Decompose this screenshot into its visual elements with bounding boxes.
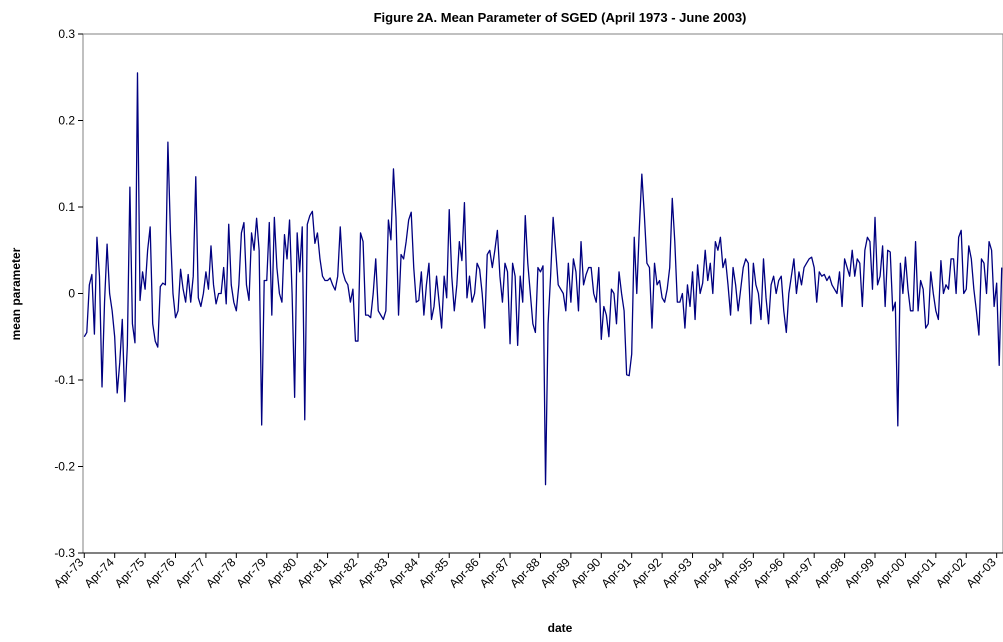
x-tick-label: Apr-02 bbox=[933, 555, 969, 591]
x-tick-label: Apr-01 bbox=[903, 555, 939, 591]
x-tick-label: Apr-73 bbox=[51, 555, 87, 591]
x-tick-label: Apr-88 bbox=[507, 555, 543, 591]
x-tick-label: Apr-74 bbox=[81, 555, 117, 591]
x-tick-label: Apr-83 bbox=[355, 555, 391, 591]
x-tick-label: Apr-80 bbox=[264, 555, 300, 591]
x-tick-label: Apr-84 bbox=[386, 555, 422, 591]
x-tick-label: Apr-00 bbox=[872, 555, 908, 591]
x-tick-label: Apr-78 bbox=[203, 555, 239, 591]
x-tick-label: Apr-79 bbox=[233, 555, 269, 591]
x-tick-label: Apr-97 bbox=[781, 555, 817, 591]
x-tick-label: Apr-86 bbox=[446, 555, 482, 591]
x-tick-label: Apr-94 bbox=[690, 555, 726, 591]
x-tick-label: Apr-85 bbox=[416, 555, 452, 591]
x-tick-label: Apr-75 bbox=[112, 555, 148, 591]
x-tick-label: Apr-98 bbox=[811, 555, 847, 591]
x-tick-label: Apr-76 bbox=[142, 555, 178, 591]
y-tick-label: -0.1 bbox=[54, 373, 75, 387]
x-tick-label: Apr-93 bbox=[659, 555, 695, 591]
x-tick-label: Apr-87 bbox=[477, 555, 513, 591]
x-tick-label: Apr-89 bbox=[538, 555, 574, 591]
x-tick-label: Apr-96 bbox=[751, 555, 787, 591]
x-tick-label: Apr-92 bbox=[629, 555, 665, 591]
x-tick-label: Apr-99 bbox=[842, 555, 878, 591]
y-tick-label: 0 bbox=[68, 287, 75, 301]
x-tick-label: Apr-77 bbox=[173, 555, 209, 591]
y-tick-label: 0.3 bbox=[58, 27, 75, 41]
chart-title: Figure 2A. Mean Parameter of SGED (April… bbox=[374, 10, 747, 25]
y-axis-title: mean parameter bbox=[9, 247, 23, 340]
y-tick-label: -0.3 bbox=[54, 546, 75, 560]
data-line bbox=[83, 72, 1003, 486]
x-tick-label: Apr-91 bbox=[598, 555, 634, 591]
x-tick-label: Apr-03 bbox=[963, 555, 999, 591]
x-axis-title: date bbox=[548, 621, 573, 635]
x-tick-label: Apr-81 bbox=[294, 555, 330, 591]
x-tick-label: Apr-82 bbox=[325, 555, 361, 591]
y-tick-label: 0.1 bbox=[58, 200, 75, 214]
y-tick-label: 0.2 bbox=[58, 114, 75, 128]
x-tick-label: Apr-90 bbox=[568, 555, 604, 591]
y-tick-label: -0.2 bbox=[54, 460, 75, 474]
x-tick-label: Apr-95 bbox=[720, 555, 756, 591]
